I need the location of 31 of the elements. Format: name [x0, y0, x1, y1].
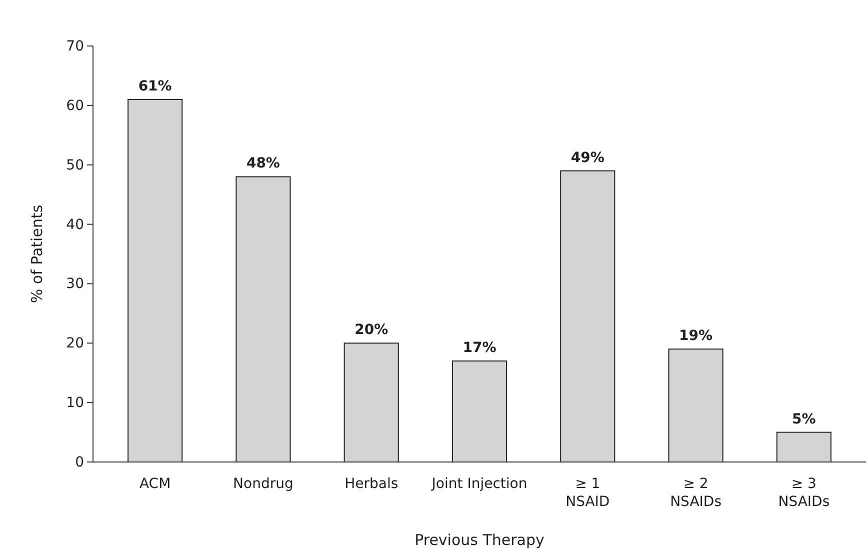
- data-label: 17%: [462, 340, 496, 356]
- y-tick-label: 0: [75, 454, 84, 470]
- x-tick-label: Nondrug: [233, 476, 294, 492]
- bar: [452, 360, 508, 462]
- data-label: 49%: [570, 150, 604, 166]
- bar: [128, 98, 183, 462]
- y-tick-label: 40: [66, 216, 84, 233]
- y-axis-title: % of Patients: [28, 204, 46, 304]
- x-tick-label: Joint Injection: [430, 476, 528, 492]
- data-label: 20%: [354, 322, 388, 338]
- y-tick-label: 70: [66, 38, 84, 54]
- bar: [776, 432, 832, 462]
- bar: [236, 176, 291, 462]
- y-tick-label: 60: [66, 98, 84, 114]
- y-tick-label: 10: [66, 395, 84, 412]
- data-label: 19%: [679, 328, 713, 344]
- data-label: 61%: [138, 78, 172, 94]
- x-tick-label: ≥ 3 NSAIDs: [778, 476, 830, 510]
- data-label: 48%: [246, 156, 280, 172]
- x-tick-label: Herbals: [344, 476, 398, 492]
- y-tick-label: 30: [66, 276, 84, 292]
- bar: [668, 348, 724, 462]
- data-label: 5%: [792, 411, 816, 428]
- y-tick-label: 20: [66, 336, 84, 352]
- x-tick-label: ≥ 1 NSAID: [566, 476, 610, 510]
- x-axis-title: Previous Therapy: [414, 531, 545, 549]
- x-tick-label: ACM: [139, 476, 171, 492]
- bar: [344, 342, 399, 462]
- x-tick-label: ≥ 2 NSAIDs: [670, 476, 722, 510]
- y-tick-label: 50: [66, 157, 84, 174]
- bar: [560, 170, 616, 462]
